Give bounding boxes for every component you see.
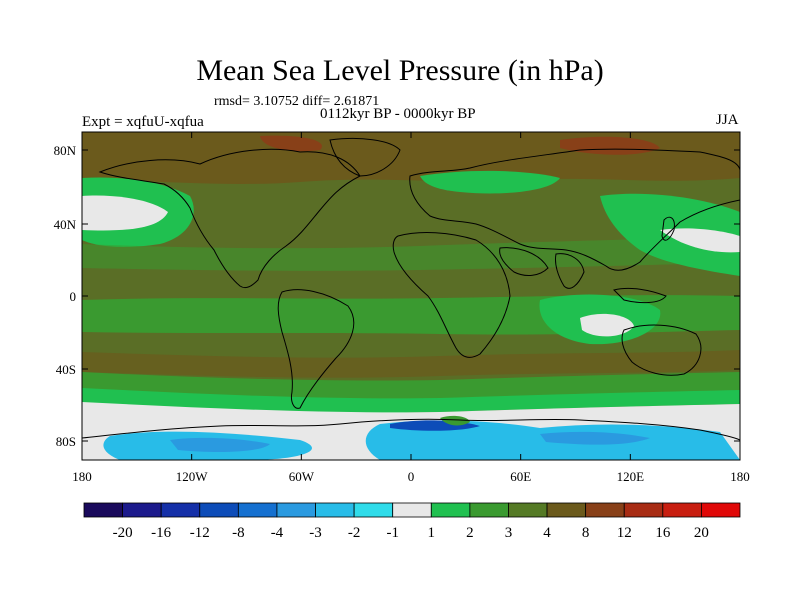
colorbar-label: 4 (543, 525, 551, 541)
southern-band-1 (82, 388, 740, 413)
colorbar-label: 3 (505, 525, 513, 541)
africa-coast (392, 232, 511, 358)
colorbar-label: 2 (466, 525, 474, 541)
colorbar-swatch (276, 502, 316, 518)
colorbar-label: -20 (113, 525, 133, 541)
season-label: JJA (716, 112, 739, 128)
rmsd-diff-stats: rmsd= 3.10752 diff= 2.61871 (214, 94, 380, 109)
lat-tick-label: 0 (70, 289, 77, 304)
colorbar-swatch (199, 502, 239, 518)
n-atlantic-green (420, 170, 560, 194)
colorbar-swatch (546, 502, 587, 518)
experiment-label: Expt = xqfuU-xqfua (82, 114, 204, 130)
colorbar-label: -1 (386, 525, 399, 541)
lon-tick-label: 180 (730, 469, 750, 484)
antarctic-blue-west (170, 437, 270, 452)
colorbar-label: 20 (694, 525, 709, 541)
colorbar-swatch (315, 502, 355, 518)
indonesia-coast (613, 287, 667, 304)
lon-tick-label: 60E (510, 469, 531, 484)
map-title: Mean Sea Level Pressure (in hPa) (196, 54, 604, 87)
japan-coast (661, 216, 675, 241)
n-pacific-white (82, 195, 168, 231)
colorbar-swatch (430, 502, 471, 518)
colorbar-label: -12 (190, 525, 210, 541)
colorbar-swatch (662, 502, 702, 518)
lat-tick-label: 80S (56, 434, 76, 449)
colorbar-swatch (353, 502, 394, 518)
greenland-coast (329, 137, 401, 177)
latitude-axis: 80N 40N 0 40S 80S (54, 143, 740, 449)
colorbar-label: 16 (655, 525, 671, 541)
colorbar-label: -8 (232, 525, 245, 541)
colorbar-label: 1 (428, 525, 436, 541)
colorbar-swatch (83, 502, 123, 518)
colorbar-label: -2 (348, 525, 361, 541)
south-america-coast (277, 289, 355, 409)
eurasia-coast (409, 148, 740, 271)
colorbar-label: -3 (309, 525, 322, 541)
colorbar-swatch (701, 502, 741, 518)
antarctic-blue-east (540, 431, 650, 445)
nw-pacific-white (660, 228, 740, 253)
lat-tick-label: 40S (56, 362, 76, 377)
australia-coast (621, 324, 702, 376)
india-coast (555, 253, 585, 289)
nh-midlat-band (82, 236, 740, 271)
pressure-field (82, 132, 740, 460)
colorbar: -20 -16 -12 -8 -4 -3 -2 -1 1 2 3 4 8 12 16 20 (83, 502, 741, 541)
colorbar-label: 12 (617, 525, 632, 541)
lon-tick-label: 60W (289, 469, 315, 484)
colorbar-swatch (469, 502, 509, 518)
time-period: 0112kyr BP - 0000kyr BP (320, 106, 476, 122)
colorbar-swatch (508, 502, 548, 518)
canada-patch (260, 135, 322, 152)
colorbar-swatch (585, 502, 625, 518)
north-america-coast (98, 148, 361, 289)
longitude-axis: 180 120W 60W 0 60E 120E 180 (72, 132, 750, 484)
lat-tick-label: 40N (54, 217, 77, 232)
colorbar-swatch (160, 502, 201, 518)
arabia-coast (499, 247, 549, 276)
colorbar-label: 8 (582, 525, 590, 541)
colorbar-label: -16 (151, 525, 171, 541)
indian-ocean-white (580, 313, 634, 337)
colorbar-swatch (623, 502, 664, 518)
lon-tick-label: 120W (176, 469, 209, 484)
antarctic-green-patch (440, 415, 470, 426)
lat-tick-label: 80N (54, 143, 77, 158)
antarctica-coast (82, 418, 740, 441)
lon-tick-label: 0 (408, 469, 415, 484)
coastlines (82, 137, 740, 441)
sh-midlat-brown (82, 350, 740, 378)
colorbar-swatch (237, 502, 278, 518)
colorbar-label: -4 (271, 525, 284, 541)
colorbar-swatch (122, 502, 162, 518)
lon-tick-label: 180 (72, 469, 92, 484)
colorbar-swatch (392, 502, 432, 518)
lon-tick-label: 120E (617, 469, 645, 484)
